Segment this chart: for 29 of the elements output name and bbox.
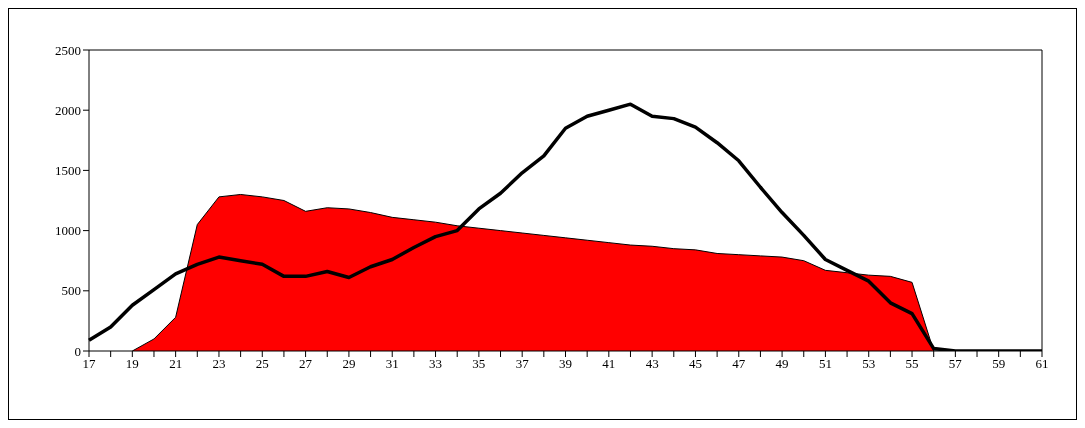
x-tick-label: 39 — [559, 356, 572, 372]
x-tick-label: 43 — [645, 356, 659, 372]
x-tick-label: 47 — [732, 356, 746, 372]
y-tick-label: 2500 — [55, 42, 81, 58]
x-tick-label: 31 — [385, 356, 399, 372]
y-tick-label: 1500 — [55, 163, 81, 179]
x-tick-label: 29 — [342, 356, 356, 372]
x-tick-label: 37 — [515, 356, 530, 372]
x-tick-label: 17 — [82, 356, 96, 372]
x-tick-label: 25 — [255, 356, 269, 372]
x-tick-label: 49 — [775, 356, 789, 372]
x-tick-label: 33 — [429, 356, 443, 372]
y-tick-label: 2000 — [55, 102, 81, 118]
x-tick-label: 57 — [948, 356, 963, 372]
y-tick-label: 1000 — [55, 223, 81, 239]
x-tick-label: 53 — [862, 356, 876, 372]
y-tick-label: 500 — [61, 283, 81, 299]
x-tick-label: 27 — [299, 356, 313, 372]
x-tick-label: 41 — [602, 356, 616, 372]
x-tick-label: 35 — [472, 356, 486, 372]
x-tick-label: 61 — [1035, 356, 1049, 372]
x-tick-label: 23 — [212, 356, 226, 372]
x-tick-label: 51 — [818, 356, 832, 372]
y-tick-label: 0 — [74, 343, 81, 359]
x-tick-label: 55 — [905, 356, 919, 372]
x-tick-label: 45 — [688, 356, 702, 372]
x-tick-label: 21 — [169, 356, 183, 372]
x-tick-label: 19 — [125, 356, 139, 372]
x-tick-label: 59 — [992, 356, 1006, 372]
